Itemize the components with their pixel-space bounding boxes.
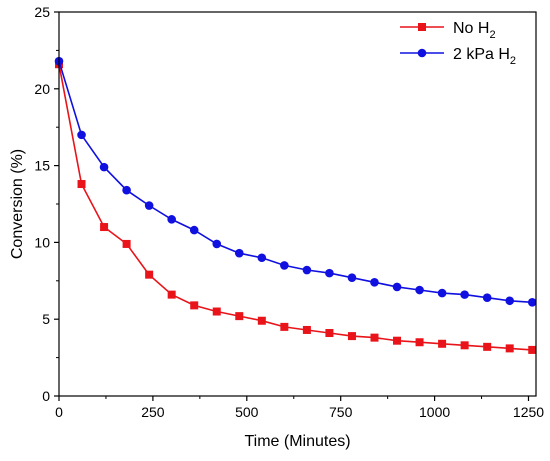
legend-marker-1: [417, 48, 427, 58]
legend-label-main: No H: [453, 20, 489, 37]
x-tick-label: 250: [141, 404, 165, 420]
legend-label-sub: 2: [489, 29, 495, 41]
data-point: [257, 253, 267, 263]
x-tick-label: 0: [55, 404, 63, 420]
data-point: [280, 261, 289, 270]
data-point: [280, 322, 289, 331]
y-tick-label: 0: [42, 388, 50, 404]
y-tick-label: 10: [34, 234, 50, 250]
data-point: [302, 325, 311, 334]
data-point: [77, 130, 86, 140]
data-point: [144, 201, 154, 210]
data-point: [415, 338, 424, 347]
data-point: [370, 333, 379, 342]
y-tick-label: 5: [42, 311, 50, 327]
data-point: [505, 296, 515, 306]
data-point: [325, 268, 334, 278]
y-tick-label: 15: [34, 158, 50, 174]
x-axis-title: Time (Minutes): [244, 433, 350, 450]
data-point: [190, 301, 199, 310]
legend-label-0: No H2: [453, 20, 496, 41]
data-point: [528, 345, 537, 354]
x-tick-label: 750: [329, 404, 353, 420]
legend-marker-0: [418, 23, 426, 31]
y-tick-label: 25: [34, 4, 50, 20]
data-point: [122, 185, 131, 195]
data-point: [370, 278, 379, 287]
data-point: [482, 293, 492, 302]
data-point: [437, 288, 447, 298]
legend: No H22 kPa H2: [400, 20, 516, 67]
plot-area: [54, 56, 537, 354]
data-point: [189, 225, 199, 235]
y-tick-label: 20: [34, 81, 50, 97]
data-point: [460, 341, 469, 350]
x-tick-label: 1250: [513, 404, 544, 420]
legend-label-sub: 2: [510, 55, 516, 67]
x-tick-label: 1000: [419, 404, 450, 420]
x-tick-label: 500: [235, 404, 259, 420]
data-point: [325, 329, 334, 338]
data-point: [347, 273, 357, 283]
data-point: [460, 290, 469, 299]
data-point: [438, 339, 447, 348]
data-point: [122, 239, 131, 248]
data-point: [483, 342, 492, 351]
data-point: [167, 215, 176, 224]
legend-label-1: 2 kPa H2: [453, 46, 516, 67]
data-point: [145, 270, 154, 279]
data-point: [392, 282, 402, 292]
series-line-0: [58, 64, 533, 351]
data-point: [167, 290, 176, 299]
data-point: [302, 265, 312, 275]
plot-frame: [58, 11, 537, 397]
data-point: [415, 285, 424, 295]
data-point: [347, 332, 356, 341]
data-point: [100, 223, 109, 232]
data-point: [257, 316, 266, 325]
data-point: [527, 298, 537, 307]
data-point: [212, 307, 221, 316]
data-point: [77, 180, 86, 189]
data-point: [393, 336, 402, 345]
axes: 0 250 500 750 1000 1250 0 5 10 15 20 25 Time (Minute…: [9, 4, 544, 450]
data-point: [505, 344, 514, 353]
data-point: [234, 248, 244, 258]
data-point: [99, 162, 109, 172]
legend-label-main: 2 kPa H: [453, 46, 510, 63]
series-line-1: [58, 60, 533, 304]
data-point: [212, 239, 222, 249]
data-point: [235, 312, 244, 321]
y-axis-title: Conversion (%): [9, 149, 26, 259]
